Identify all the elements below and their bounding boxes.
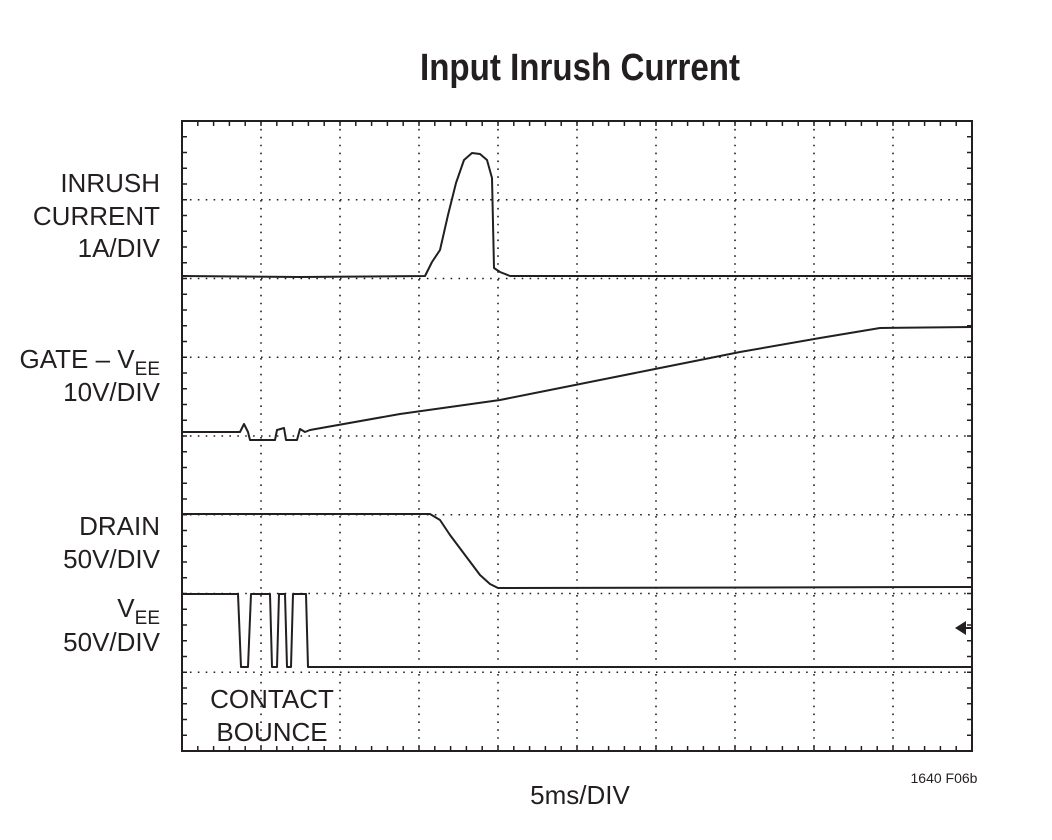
trace-scale: 10V/DIV <box>63 377 160 407</box>
trace-scale: 1A/DIV <box>78 233 161 263</box>
trace-label: CURRENT <box>33 201 160 231</box>
trace-label: GATE – VEE <box>20 344 160 380</box>
time-scale: 5ms/DIV <box>530 780 630 810</box>
trace-label: DRAIN <box>79 511 160 541</box>
trace-label: VEE <box>117 593 160 629</box>
annotation: BOUNCE <box>216 717 327 747</box>
annotation: CONTACT <box>210 684 334 714</box>
graticule <box>182 121 972 751</box>
vee-trace <box>182 593 972 668</box>
figure-title: Input Inrush Current <box>420 47 740 89</box>
inrush-current-trace <box>181 152 972 278</box>
gate-trace <box>182 326 973 441</box>
trace-scale: 50V/DIV <box>63 627 160 657</box>
trace-label-main: GATE – V <box>20 344 136 374</box>
plot-frame <box>181 120 973 752</box>
trace-label-main: V <box>117 593 135 623</box>
drain-trace <box>182 513 973 589</box>
trace-label: INRUSH <box>60 168 160 198</box>
figure-id: 1640 F06b <box>911 770 978 786</box>
trace-label-subscript: EE <box>135 359 160 380</box>
trace-label-subscript: EE <box>135 608 160 629</box>
trace-scale: 50V/DIV <box>63 544 160 574</box>
ground-marker <box>955 621 966 635</box>
